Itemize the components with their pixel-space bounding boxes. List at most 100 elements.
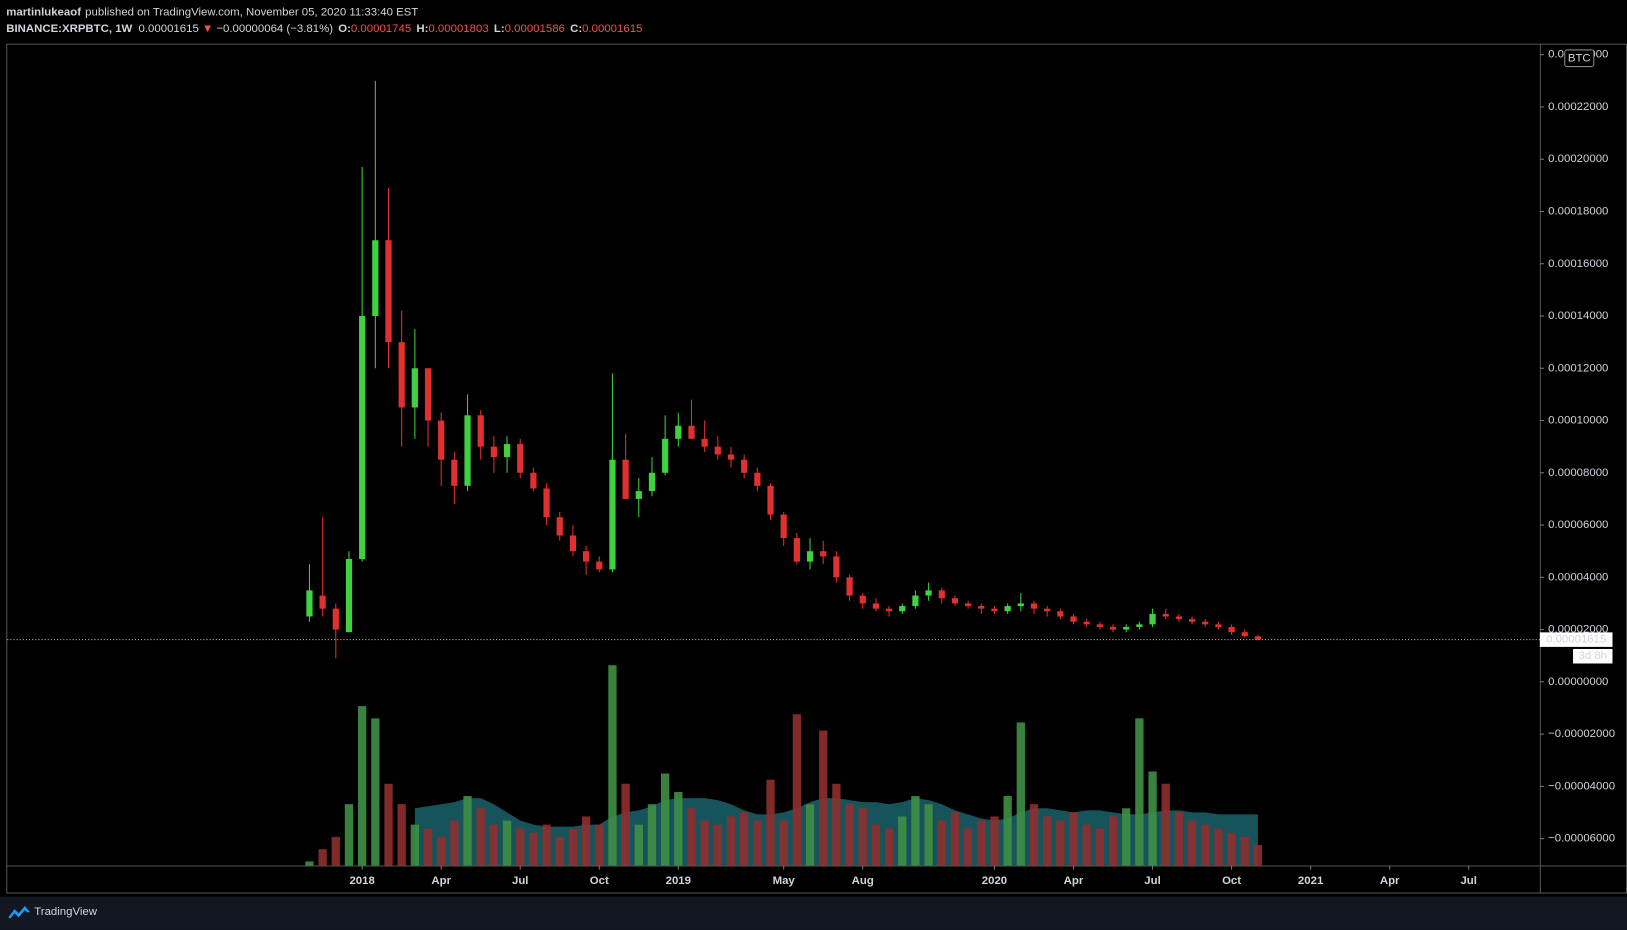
x-tick-label: 2020 [982, 875, 1007, 887]
candle-body [424, 368, 432, 421]
volume-bar [1029, 804, 1039, 866]
candle-body [517, 444, 524, 473]
volume-bar [1043, 816, 1052, 866]
last-price-tag-label: 0.00001615 [1546, 634, 1606, 646]
candle-body [1044, 608, 1051, 612]
volume-bar [660, 773, 670, 866]
candle-body [965, 603, 972, 607]
volume-bar [595, 824, 604, 866]
candle-body [1096, 624, 1103, 627]
candle-body [477, 415, 484, 447]
y-tick-label: 0.00018000 [1548, 205, 1608, 217]
y-tick-label: 0.00000000 [1548, 676, 1608, 688]
candle-body [1004, 606, 1011, 612]
candle-body [1123, 626, 1130, 630]
x-tick-label: 2019 [666, 875, 691, 887]
candle-body [372, 240, 379, 317]
candle-body [490, 446, 497, 458]
volume-bar [1148, 771, 1157, 866]
candle-body [899, 606, 906, 612]
volume-bar [1253, 845, 1263, 866]
y-tick-label: 0.00010000 [1548, 415, 1608, 427]
x-tick-label: Aug [852, 875, 874, 887]
candle-body [1241, 632, 1248, 637]
volume-bar [911, 796, 920, 866]
change: −0.00000064 (−3.81%) [216, 23, 333, 35]
volume-bar [1227, 832, 1236, 866]
volume-bar [568, 828, 578, 866]
x-tick-label: Jul [512, 875, 528, 887]
volume-bar [410, 824, 419, 866]
volume-bar [1135, 718, 1144, 866]
x-tick-label: Jul [1460, 875, 1476, 887]
volume-bar [502, 820, 512, 866]
candle-body [885, 608, 893, 612]
published: published on TradingView.com, November 0… [85, 7, 418, 19]
candle-body [438, 420, 445, 460]
candle-body [464, 415, 471, 486]
volume-bar [384, 783, 393, 866]
candle-body [714, 446, 721, 455]
candle-body [1136, 624, 1143, 627]
x-tick-label: Apr [1380, 875, 1400, 887]
volume-bar [924, 804, 933, 866]
volume-bar [937, 820, 946, 866]
candle-body [359, 316, 366, 560]
candle-body [635, 491, 642, 499]
volume-bar [1161, 783, 1170, 866]
candle-body [1109, 626, 1117, 630]
candle-body [569, 535, 577, 552]
volume-bar [358, 706, 367, 866]
plot-layer: −0.00006000 −0.00004000 −0.00002000 0.00000… [7, 49, 1615, 887]
volume-bar [397, 804, 406, 866]
volume-bar [621, 783, 630, 866]
volume-bar [634, 824, 643, 866]
volume-bar [779, 820, 788, 866]
chart-frame [6, 43, 1627, 894]
x-tick-label: Apr [1064, 875, 1084, 887]
volume-bar [1082, 824, 1091, 866]
h-label: H: [416, 23, 428, 35]
brand-logo [8, 905, 31, 919]
publisher: martinlukeaof [6, 7, 81, 19]
candle-body [675, 425, 682, 439]
candle-body [1202, 621, 1209, 625]
volume-bar [529, 832, 538, 866]
volume-bar [1095, 828, 1105, 866]
candle-body [1070, 616, 1077, 622]
symbol: BINANCE:XRPBTC, 1W [6, 23, 132, 35]
volume-bar [423, 828, 433, 866]
candle-body [793, 538, 800, 562]
volume-bar [713, 824, 722, 866]
candle-body [411, 368, 418, 408]
volume-bar [555, 836, 564, 866]
candle-body [701, 438, 708, 447]
candle-body [530, 472, 537, 489]
candle-body [859, 595, 866, 604]
candle-body [1254, 636, 1262, 640]
arrow: ▼ [202, 23, 213, 35]
volume-bar [344, 804, 354, 866]
candle-body [1083, 621, 1090, 625]
volume-bar [608, 665, 617, 866]
y-tick-label: 0.00004000 [1548, 571, 1608, 583]
volume-bar [437, 836, 446, 866]
volume-bar [516, 828, 525, 866]
x-tick-label: May [773, 875, 796, 887]
volume-bar [1201, 824, 1210, 866]
volume-bar [977, 820, 986, 866]
volume-bar [1003, 796, 1012, 866]
candle-body [622, 459, 629, 499]
volume-bar [1056, 820, 1065, 866]
c-label: C: [570, 23, 582, 35]
y-tick-label: 0.00022000 [1548, 101, 1608, 113]
volume-bar [884, 828, 894, 866]
volume-bar [753, 820, 762, 866]
candle-body [806, 551, 814, 562]
open: 0.00001745 [351, 23, 411, 35]
y-tick-label: −0.00002000 [1548, 728, 1615, 740]
candle-body [503, 444, 511, 458]
candle-body [609, 459, 616, 570]
